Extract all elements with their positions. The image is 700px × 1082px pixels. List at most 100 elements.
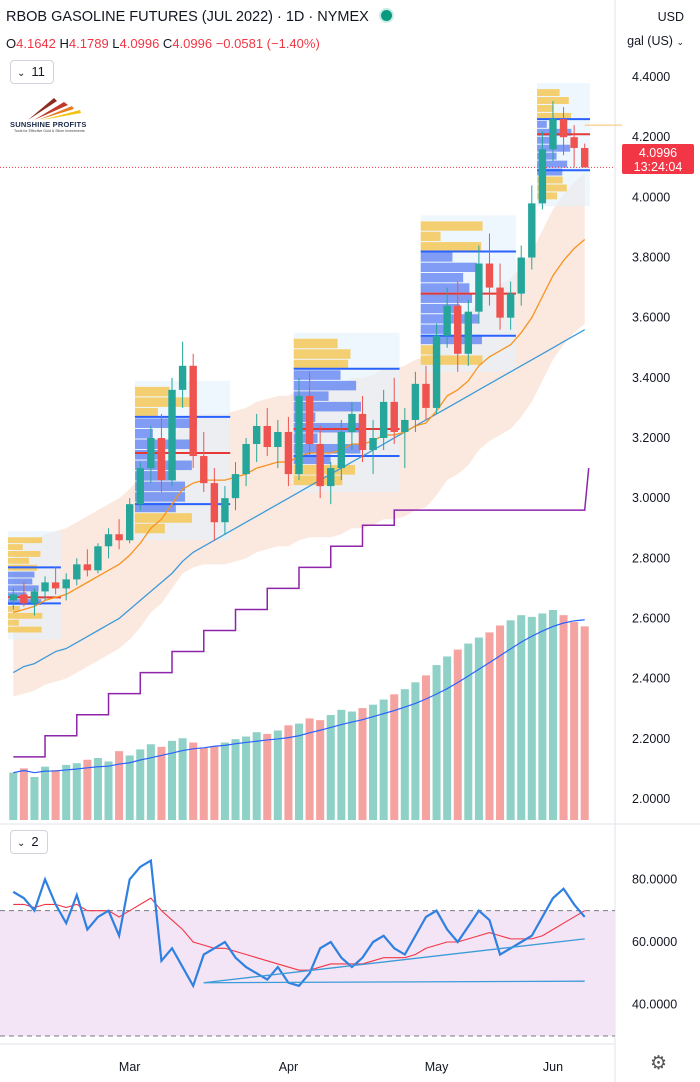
volume-profile-bar [420,252,453,262]
candle-body [327,468,335,487]
volume-profile-bar [293,433,318,444]
symbol-title[interactable]: RBOB GASOLINE FUTURES (JUL 2022) · 1D · … [6,8,394,25]
candle-body [115,534,123,541]
volume-bar [263,733,272,820]
sunshine-profits-logo: SUNSHINE PROFITS Tools for Effective Gol… [10,96,100,136]
volume-profile-bar [537,120,547,128]
volume-profile-bar [134,439,196,450]
volume-bar [411,682,420,820]
current-price-label: 4.0996 13:24:04 [622,144,694,174]
candle-body [41,582,49,592]
rsi-trendline [203,938,585,984]
volume-profile-bar [420,221,483,231]
candle-body [422,383,430,408]
time-tick-label: Mar [119,1060,141,1074]
oscillator-indicators-toggle[interactable]: ⌄ 2 [10,830,48,854]
candle-body [348,413,356,432]
volume-profile-bar [420,231,441,242]
volume-profile-bar [134,502,176,513]
volume-bar [9,772,18,820]
ohlc-readout: O4.1642 H4.1789 L4.0996 C4.0996 −0.0581 … [6,36,320,51]
indicators-toggle[interactable]: ⌄ 11 [10,60,54,84]
candle-body [496,287,504,318]
volume-bar [252,732,261,820]
volume-bar [337,709,346,820]
volume-profile-bar [134,492,186,502]
volume-profile-bar [537,192,558,200]
candle-body [369,437,377,451]
price-tick-label: 4.0000 [632,190,670,204]
logo-rays-icon [28,98,81,120]
candle-body [168,389,176,481]
volume-profile-bar [8,626,42,633]
price-tick-label: 3.0000 [632,491,670,505]
volume-bar [369,704,378,820]
volume-bar [347,711,356,820]
volume-bar [580,626,589,820]
volume-profile-bar [293,359,349,370]
candle-body [94,546,102,571]
volume-bar [231,739,240,820]
volume-profile-bar [537,176,563,184]
unit-selector[interactable]: gal (US) ⌄ [627,34,684,48]
volume-profile-bar [134,471,176,481]
candle-body [242,444,250,475]
candle-body [231,474,240,499]
candle-body [252,425,261,445]
rsi-tick-label: 80.0000 [632,872,677,886]
currency-selector[interactable]: USD [658,10,684,24]
volume-bar [421,675,431,820]
chevron-down-icon: ⌄ [17,838,26,849]
close-label: C [162,36,173,51]
volume-bar [400,689,409,820]
volume-profile-bar [8,571,35,578]
volume-profile-bar [8,557,30,564]
volume-profile-bar [8,585,39,592]
volume-bar [210,745,219,820]
volume-profile-bar [8,578,33,585]
volume-profile-bar [293,465,356,475]
bar-countdown: 13:24:04 [633,160,683,174]
candle-body [485,263,494,288]
current-price: 4.0996 [638,146,678,160]
volume-bar [496,625,505,820]
time-tick-label: Apr [279,1060,298,1074]
candle-body [528,203,536,258]
volume-profile-bar [537,89,560,97]
chevron-down-icon: ⌄ [676,37,684,47]
price-tick-label: 2.6000 [632,611,670,625]
volume-bar [220,742,229,820]
volume-profile-bar [293,380,357,391]
volume-profile-bar [293,401,362,412]
rsi-tick-label: 40.0000 [632,998,677,1012]
volume-profile-bar [134,386,170,397]
volume-bar [485,632,494,820]
candle-body [125,504,134,541]
rsi-tick-label: 60.0000 [632,935,677,949]
volume-bar [41,766,50,820]
candle-body [337,431,346,469]
volume-profile-bar [134,407,158,418]
price-tick-label: 4.4000 [632,70,670,84]
candle-body [221,498,229,523]
candle-body [517,257,525,294]
candle-body [147,437,155,469]
candle-body [274,431,282,448]
candle-body [189,365,197,457]
settings-gear-icon[interactable]: ⚙ [650,1053,668,1074]
volume-bar [443,656,452,820]
volume-profile-bar [293,338,338,349]
rsi-band-fill [0,910,615,1036]
candle-body [136,468,144,505]
volume-bar [242,736,251,820]
volume-profile-bar [420,242,482,252]
volume-profile-bar [8,544,23,551]
high-label: H [59,36,69,51]
volume-profile-bar [420,324,449,334]
volume-bar [527,616,536,820]
slow-moving-average [12,329,586,674]
change-value: −0.0581 (−1.40%) [215,36,320,51]
volume-profile-bar [293,370,341,380]
